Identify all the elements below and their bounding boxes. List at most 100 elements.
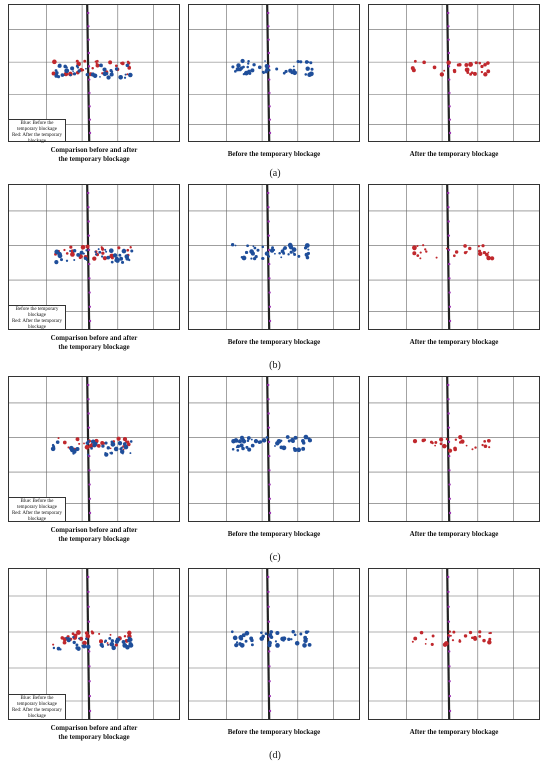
microseismic-event [261,438,267,443]
microseismic-event [90,630,94,633]
microseismic-event [474,61,478,65]
microseismic-event [124,73,127,76]
microseismic-event [487,640,492,645]
microseismic-event [129,440,133,443]
microseismic-event [75,643,79,647]
microseismic-event [269,248,275,253]
perforation-marker [447,426,450,429]
microseismic-event [458,435,463,440]
microseismic-event [57,437,60,440]
microseismic-event [416,245,419,247]
microseismic-event [297,254,301,258]
microseismic-event [274,252,276,255]
microseismic-event [430,642,434,646]
microseismic-event [110,256,114,260]
microseismic-event [247,447,252,452]
microseismic-event [412,439,418,444]
microseismic-event [265,68,268,71]
perforation-marker [448,291,451,294]
microseismic-event [307,437,311,441]
microseismic-event [305,66,310,71]
panel-b-after [368,184,540,330]
microseismic-event [486,69,491,74]
microseismic-event [425,638,428,641]
microseismic-event [280,636,285,642]
microseismic-event [309,61,313,65]
microseismic-event [62,640,67,645]
perforation-marker [87,426,91,429]
microseismic-event [250,438,253,441]
microseismic-event [483,62,487,67]
microseismic-event [458,63,462,67]
perforation-marker [447,206,450,209]
legend-b-text: Before the temporary blockage Red: After… [11,307,63,330]
perforation-marker [447,191,450,195]
microseismic-event [83,442,85,445]
microseismic-event [246,436,251,440]
microseismic-event [246,65,249,69]
microseismic-event [443,69,446,72]
microseismic-event [465,444,468,447]
microseismic-event [101,251,105,255]
microseismic-event [289,250,293,254]
perforation-marker [268,511,272,515]
microseismic-event [121,248,127,254]
wellbore [266,5,271,141]
microseismic-event [448,630,451,633]
microseismic-event [63,248,66,252]
microseismic-event [128,643,134,648]
microseismic-event [241,446,245,451]
microseismic-event [52,446,56,450]
microseismic-event [126,248,130,252]
microseismic-event [292,446,296,450]
microseismic-event [109,69,113,73]
microseismic-event [488,637,492,641]
microseismic-event [78,637,81,640]
legend-c: Blue: Before the temporary blockage Red:… [8,497,66,522]
microseismic-event [98,632,101,635]
microseismic-event [78,442,81,445]
row-label-a: (a) [269,168,281,179]
microseismic-event [292,252,295,254]
microseismic-event [446,60,451,65]
microseismic-event [116,436,121,441]
microseismic-event [435,256,438,259]
microseismic-event [75,446,80,452]
row-label-d: (d) [269,750,281,761]
microseismic-event [439,72,445,77]
microseismic-event [246,439,250,443]
perforation-marker [268,469,271,472]
microseismic-event [69,245,73,249]
microseismic-event [278,252,281,255]
microseismic-event [54,260,59,265]
microseismic-event [104,248,107,251]
microseismic-event [102,67,107,72]
microseismic-event [106,446,110,450]
microseismic-event [477,251,483,257]
microseismic-event [119,256,124,261]
caption-b-1: Comparison before and after the temporar… [50,334,138,351]
microseismic-event [57,63,62,68]
perforation-marker [88,277,91,280]
microseismic-event [56,646,61,651]
legend-a: Blue: Before the temporary blockage Red:… [8,119,66,144]
microseismic-event [250,443,255,448]
microseismic-event [118,253,122,257]
microseismic-event [109,447,112,450]
perforation-marker [88,291,91,294]
perforation-marker [87,191,90,195]
microseismic-event [240,435,244,440]
microseismic-event [282,247,285,251]
microseismic-event [121,640,126,644]
microseismic-event [114,255,117,258]
microseismic-event [100,441,105,446]
microseismic-event [451,639,455,642]
perforation-marker [267,605,270,608]
microseismic-event [114,639,120,644]
microseismic-event [106,255,111,260]
panel-plot [189,377,359,521]
microseismic-event [117,246,121,250]
panel-a-after [368,4,540,142]
microseismic-event [240,58,245,64]
microseismic-event [120,260,125,264]
